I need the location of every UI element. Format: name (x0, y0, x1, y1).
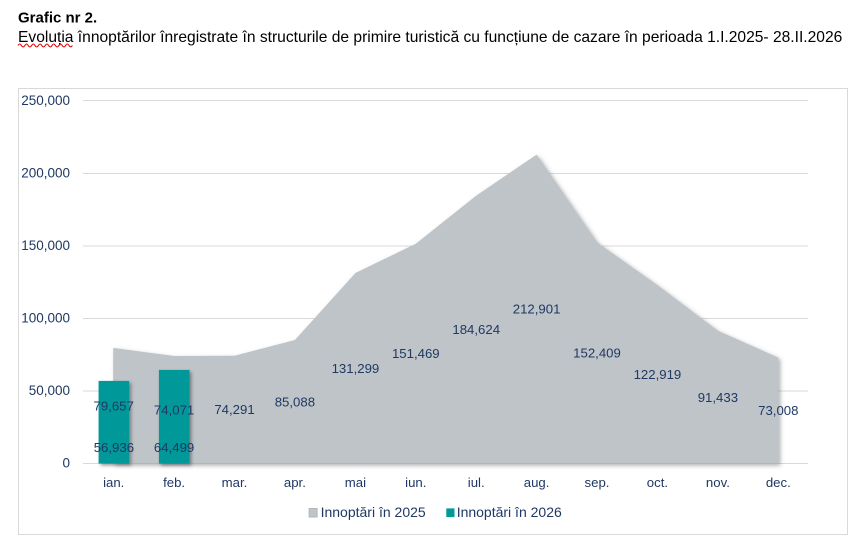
svg-text:iun.: iun. (405, 475, 426, 490)
svg-text:56,936: 56,936 (94, 440, 134, 455)
svg-text:74,291: 74,291 (214, 402, 254, 417)
svg-text:122,919: 122,919 (634, 367, 682, 382)
svg-text:64,499: 64,499 (154, 440, 194, 455)
svg-text:250,000: 250,000 (21, 93, 70, 108)
svg-text:73,008: 73,008 (758, 403, 798, 418)
svg-text:79,657: 79,657 (94, 398, 134, 413)
svg-text:mai: mai (345, 475, 366, 490)
svg-text:151,469: 151,469 (392, 346, 440, 361)
svg-text:apr.: apr. (284, 475, 306, 490)
svg-text:0: 0 (62, 456, 70, 471)
svg-text:100,000: 100,000 (21, 311, 70, 326)
svg-text:feb.: feb. (163, 475, 185, 490)
svg-text:200,000: 200,000 (21, 166, 70, 181)
svg-text:Innoptări în 2025: Innoptări în 2025 (321, 504, 426, 520)
svg-text:50,000: 50,000 (29, 383, 70, 398)
svg-text:184,624: 184,624 (452, 322, 500, 337)
svg-text:aug.: aug. (524, 475, 550, 490)
svg-text:mar.: mar. (222, 475, 248, 490)
svg-text:212,901: 212,901 (513, 302, 561, 317)
svg-text:74,071: 74,071 (154, 402, 194, 417)
svg-text:Evoluția înnoptărilor înregist: Evoluția înnoptărilor înregistrate în st… (18, 29, 842, 46)
svg-text:91,433: 91,433 (698, 390, 738, 405)
svg-text:85,088: 85,088 (275, 394, 315, 409)
svg-text:ian.: ian. (103, 475, 124, 490)
svg-text:Innoptări în 2026: Innoptări în 2026 (457, 504, 562, 520)
svg-text:dec.: dec. (766, 475, 791, 490)
svg-text:sep.: sep. (585, 475, 610, 490)
svg-text:oct.: oct. (647, 475, 668, 490)
svg-text:nov.: nov. (706, 475, 730, 490)
svg-text:150,000: 150,000 (21, 238, 70, 253)
svg-text:152,409: 152,409 (573, 346, 621, 361)
svg-text:iul.: iul. (468, 475, 485, 490)
svg-text:Grafic nr 2.: Grafic nr 2. (18, 10, 97, 27)
svg-text:131,299: 131,299 (332, 361, 380, 376)
